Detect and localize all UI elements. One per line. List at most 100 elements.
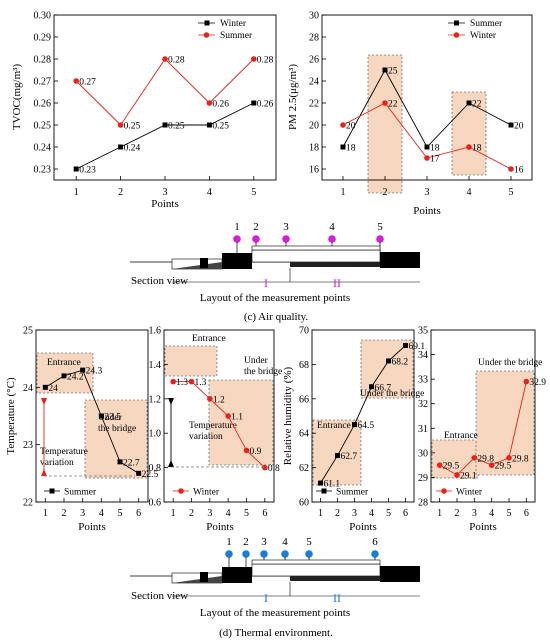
pm25-ytick-label: 28: [309, 33, 319, 44]
pm25-summer-data-label: 22: [472, 100, 482, 110]
rh_summer-summer-point: [403, 342, 408, 348]
tvoc-ytick-label: 0.29: [34, 33, 52, 44]
air-section-view-label: Section view: [131, 275, 188, 287]
tvoc-ytick-label: 0.30: [34, 11, 52, 22]
pm25-winter-point: [382, 100, 388, 106]
temp_winter-xtick-label: 6: [262, 508, 267, 519]
pm25-xtick-label: 1: [341, 187, 346, 198]
temp_summer-summer-point: [117, 459, 123, 465]
rh_winter-xtick-label: 1: [437, 508, 442, 519]
tvoc-summer-data-label: 0.26: [212, 100, 229, 110]
rh_winter-winter-point: [488, 462, 495, 468]
temp_summer-ytick-label: 24: [23, 383, 33, 394]
rh_summer-xtick-label: 1: [318, 508, 323, 519]
thermal-station-body: [251, 563, 381, 577]
tvoc-ticks: 0.23 0.24 0.25 0.26 0.27 0.28 0.29 0.30 1 2 3 4 5: [34, 11, 257, 199]
tvoc-summer-data-label: 0.28: [257, 56, 274, 66]
pm25-ytick-label: 16: [309, 165, 319, 176]
tvoc-winter-point: [162, 122, 168, 128]
temp-summer-arrow-head-top: [41, 398, 47, 405]
pm25-summer-point: [382, 67, 388, 73]
temp_summer-xtick-label: 4: [99, 508, 104, 519]
pm25-ytick-label: 20: [309, 121, 319, 132]
rh_winter-winter-data-label: 29.8: [477, 454, 494, 464]
rh_winter-winter-data-label: 29.8: [512, 454, 529, 464]
rh_winter-ytick-label: 33: [418, 375, 428, 386]
tvoc-winter-point: [251, 100, 257, 106]
thermal-ramp-hatch: [172, 576, 222, 583]
rh-winter-entrance-annotation: Entrance: [444, 431, 478, 441]
highlight-box: [475, 370, 535, 476]
rh_winter-xtick-label: 2: [455, 508, 460, 519]
pm25-summer-point: [340, 144, 346, 150]
air-quality-caption: (c) Air quality.: [244, 311, 309, 323]
temp_winter-series-winter-line: [173, 381, 266, 468]
rh_summer-summer-point: [386, 358, 391, 364]
tvoc-ytick-label: 0.26: [34, 99, 52, 110]
thermal-left-stair: [200, 572, 208, 582]
temp_winter-winter-point: [170, 378, 176, 385]
rh_winter-xtick-label: 6: [524, 508, 529, 519]
air-entrance-block: [222, 253, 252, 269]
thermal-zone-two-label: II: [333, 591, 341, 605]
tvoc-legend-summer-label: Summer: [220, 31, 253, 41]
rh_summer-summer-data-label: 64.5: [358, 421, 375, 431]
tvoc-ytick-label: 0.25: [34, 121, 52, 132]
tvoc-winter-data-label: 0.24: [124, 144, 141, 154]
tvoc-xtick-label: 5: [251, 187, 256, 198]
temp-summer-y-axis-label: Temperature (°C): [5, 377, 17, 455]
temp_winter-winter-point: [262, 464, 268, 471]
highlight-box: [84, 399, 148, 479]
temp_winter-winter-data-label: 1.3: [176, 378, 188, 388]
highlight-box: [164, 345, 218, 377]
temp_summer-summer-data-label: 22.7: [123, 458, 140, 468]
layout-point-marker: [233, 235, 241, 243]
rh_winter-ytick-label: 35: [418, 326, 428, 337]
rh-summer-chart: Entrance Under the bridge Relative humidi…: [282, 326, 425, 534]
temp_winter-ytick-label: 1.2: [149, 394, 162, 405]
tvoc-summer-point: [73, 78, 79, 84]
rh_winter-winter-point: [436, 462, 443, 468]
rh_winter-winter-point: [454, 472, 460, 478]
pm25-chart: PM 2.5(μg/m³) Points 16 18 20 22 24 26 28 30 1 2 3…: [287, 11, 533, 217]
rh_winter-ytick-label: 31: [418, 424, 428, 435]
temp_winter-ytick-label: 1.4: [149, 360, 162, 371]
tvoc-chart: TVOC(mg/m³) Points 0.230.240.250.260.270…: [11, 11, 277, 210]
rh_winter-xtick-label: 3: [472, 508, 477, 519]
temp_summer-summer-data-label: 24.3: [86, 367, 103, 377]
air-bridge-slab: [290, 262, 380, 267]
tvoc-summer-point: [117, 122, 124, 128]
temp_summer-xtick-label: 6: [136, 508, 141, 519]
pm25-xtick-label: 4: [467, 187, 472, 198]
temp_summer-ytick-label: 23: [23, 440, 33, 451]
temp_winter-ytick-label: 0.6: [149, 498, 162, 509]
rh_summer-summer-data-label: 68.2: [392, 357, 409, 367]
temp_winter-winter-data-label: 1.1: [231, 413, 243, 423]
pm25-legend-summer-marker: [454, 20, 459, 26]
air-section-drawing: [130, 245, 420, 283]
legend-label: Summer: [336, 488, 369, 498]
rh_winter-ytick-label: 30: [418, 448, 428, 459]
pm25-winter-data-label: 22: [388, 100, 398, 110]
rh_winter-winter-data-label: 32.9: [529, 378, 546, 388]
legend-label: Winter: [456, 488, 483, 498]
layout-point-number: 4: [329, 221, 335, 233]
pm25-winter-data-label: 20: [346, 122, 356, 132]
tvoc-summer-data-label: 0.27: [79, 78, 96, 88]
rh-summer-plot-frame: [311, 329, 415, 503]
layout-point-marker: [376, 235, 384, 243]
rh_summer-ytick-label: 68: [299, 360, 309, 371]
tvoc-xtick-label: 2: [118, 187, 123, 198]
rh_winter-xtick-label: 5: [507, 508, 512, 519]
temp_summer-summer-data-label: 24: [48, 384, 58, 394]
layout-point-number: 6: [372, 536, 378, 548]
layout-point-number: 2: [243, 536, 249, 548]
temp_winter-xtick-label: 2: [189, 508, 194, 519]
temp_summer-summer-point: [136, 470, 142, 476]
rh_summer-summer-point: [318, 480, 323, 486]
rh_summer-ytick-label: 64: [299, 429, 309, 440]
